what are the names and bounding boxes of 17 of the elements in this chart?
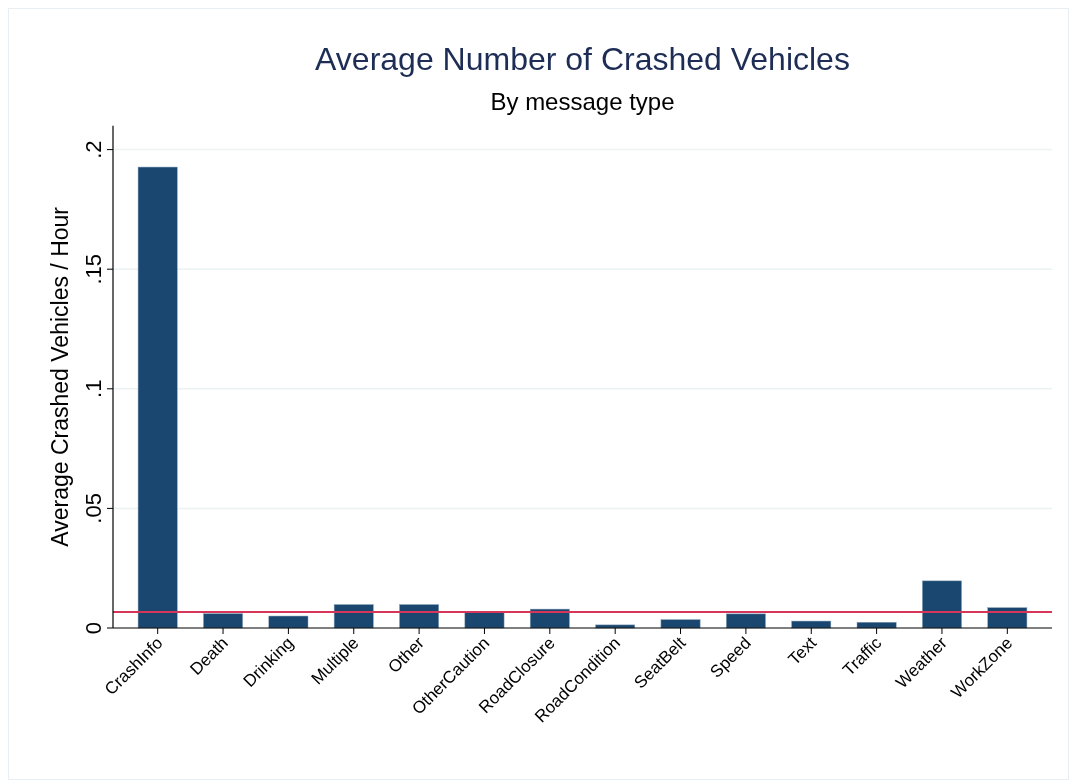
bar [791,620,832,629]
bar [137,166,178,629]
y-tick-label: .2 [81,140,106,159]
bar [203,613,243,629]
bar [726,613,766,629]
bar [660,619,701,629]
y-tick-label: .15 [81,253,106,285]
bar [922,580,962,629]
bar [268,615,309,629]
chart-title: Average Number of Crashed Vehicles [315,41,850,77]
y-tick-label: 0 [81,621,106,635]
y-tick-label: .1 [81,379,106,398]
y-axis-title: Average Crashed Vehicles / Hour [47,206,73,547]
chart-subtitle: By message type [490,88,675,115]
x-tick-label: Text [784,633,821,669]
bar [333,604,374,629]
y-tick-label: .05 [81,493,106,524]
